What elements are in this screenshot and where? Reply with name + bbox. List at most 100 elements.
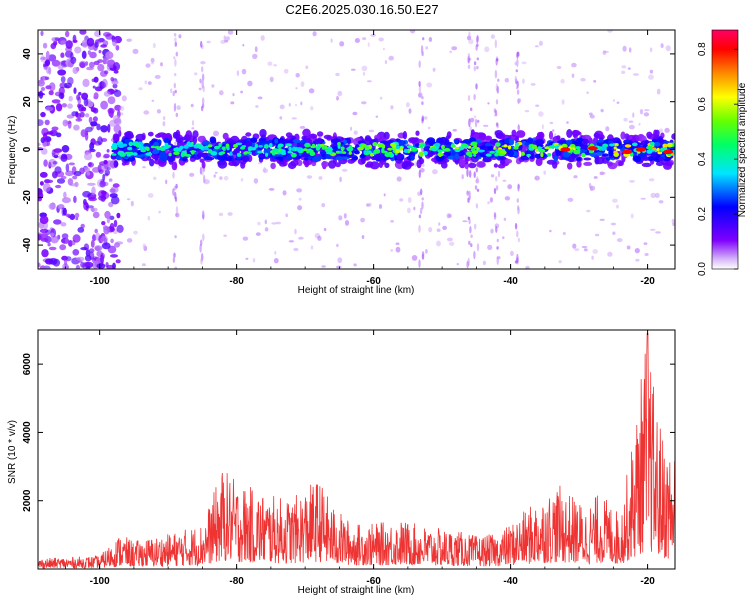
heatmap-blob [257, 96, 263, 100]
heatmap-blob [467, 95, 471, 101]
heatmap-blob [497, 163, 506, 169]
heatmap-blob [516, 257, 519, 264]
snr-series-line [38, 333, 675, 569]
heatmap-blob [655, 231, 661, 234]
heatmap-blob [474, 118, 478, 128]
heatmap-blob [426, 82, 433, 88]
heatmap-blob [128, 141, 134, 147]
heatmap-blob [73, 124, 80, 131]
heatmap-blob [242, 43, 245, 47]
heatmap-blob [264, 144, 269, 149]
heatmap-blob [223, 35, 226, 41]
heatmap-blob [510, 250, 514, 257]
heatmap-blob [475, 203, 479, 209]
heatmap-blob [222, 132, 229, 140]
heatmap-blob [201, 66, 204, 73]
heatmap-blob [90, 239, 95, 248]
heatmap-blob [262, 168, 268, 174]
heatmap-blob [104, 173, 109, 177]
heatmap-blob [63, 191, 67, 199]
colorbar: 0.0 0.2 0.4 0.6 0.8 Normalized spectral ampl… [697, 29, 748, 276]
heatmap-blob [73, 87, 77, 94]
heatmap-blob [153, 176, 157, 180]
heatmap-blob [85, 126, 93, 133]
heatmap-blob [470, 141, 478, 146]
heatmap-blob [44, 119, 50, 126]
heatmap-blob [469, 226, 472, 234]
heatmap-blob [240, 178, 244, 182]
heatmap-blob [113, 219, 118, 228]
colorbar-tick-label: 0.6 [697, 97, 708, 111]
heatmap-blob [418, 80, 421, 87]
heatmap-blob [174, 191, 177, 200]
heatmap-blob [436, 228, 441, 232]
heatmap-blob [218, 142, 222, 148]
heatmap-blob [593, 176, 598, 179]
heatmap-blob [366, 203, 371, 207]
heatmap-blob [576, 137, 584, 143]
heatmap-blob [92, 85, 96, 89]
heatmap-blob [336, 265, 342, 269]
heatmap-blob [494, 130, 503, 137]
heatmap-blob [361, 65, 368, 72]
heatmap-blob [108, 178, 113, 182]
heatmap-blob [482, 124, 489, 127]
heatmap-blob [495, 99, 499, 105]
heatmap-blob [509, 150, 514, 157]
heatmap-blob [199, 166, 203, 175]
heatmap-blob [224, 40, 229, 43]
heatmap-blob [408, 108, 412, 114]
heatmap-blob [622, 149, 633, 155]
heatmap-blob [202, 233, 205, 242]
heatmap-blob [370, 33, 376, 37]
heatmap-blob [174, 59, 177, 67]
heatmap-blob [423, 116, 428, 120]
heatmap-blob [562, 232, 566, 235]
heatmap-blob [60, 40, 67, 45]
heatmap-blob [421, 96, 424, 100]
heatmap-blob [554, 133, 557, 137]
heatmap-blob [103, 153, 110, 159]
heatmap-blob [295, 87, 298, 90]
spectrogram-axes: -100 -80 -60 -40 -20 -40 -20 0 20 40 [22, 30, 675, 287]
heatmap-blob [139, 146, 146, 150]
y-tick-label: 20 [22, 96, 33, 108]
heatmap-blob [92, 211, 100, 219]
heatmap-blob [312, 156, 320, 162]
heatmap-blob [96, 263, 106, 269]
heatmap-blob [201, 73, 205, 82]
heatmap-blob [369, 155, 375, 159]
heatmap-blob [517, 237, 521, 243]
heatmap-blob [605, 126, 610, 132]
heatmap-blob [418, 151, 424, 157]
heatmap-blob [628, 120, 634, 123]
heatmap-blob [94, 30, 102, 37]
heatmap-blob [237, 153, 242, 157]
heatmap-blob [494, 69, 498, 79]
heatmap-blob [438, 222, 441, 226]
heatmap-blob [173, 151, 180, 156]
heatmap-blob [57, 69, 67, 76]
heatmap-blob [291, 147, 295, 151]
heatmap-blob [150, 145, 155, 149]
heatmap-blob [461, 174, 464, 180]
heatmap-blob [117, 150, 125, 156]
heatmap-blob [61, 197, 71, 204]
heatmap-blob [254, 46, 258, 53]
heatmap-blob [644, 253, 649, 256]
heatmap-blob [467, 64, 471, 70]
heatmap-blob [593, 80, 597, 83]
heatmap-blob [482, 260, 486, 266]
heatmap-blob [227, 30, 234, 35]
heatmap-blob [165, 144, 172, 148]
heatmap-blob [283, 68, 289, 74]
heatmap-blob [304, 142, 311, 148]
heatmap-blob [163, 137, 170, 144]
heatmap-blob [277, 143, 284, 148]
heatmap-blob [552, 161, 558, 169]
heatmap-blob [315, 145, 321, 151]
heatmap-blob [201, 80, 204, 89]
heatmap-blob [94, 245, 103, 251]
heatmap-blob [555, 149, 562, 157]
heatmap-blob [612, 231, 616, 235]
